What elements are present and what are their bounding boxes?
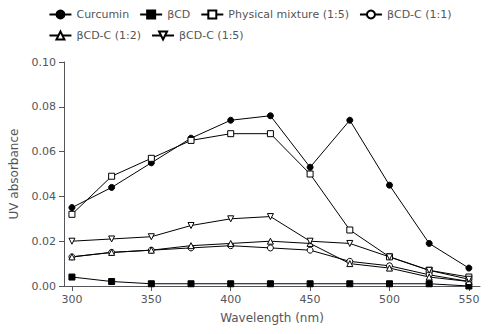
svg-text:Curcumin: Curcumin — [76, 8, 129, 21]
svg-text:450: 450 — [300, 293, 321, 306]
svg-text:300: 300 — [61, 293, 82, 306]
svg-text:Physical mixture (1:5): Physical mixture (1:5) — [228, 8, 349, 21]
svg-text:350: 350 — [141, 293, 162, 306]
svg-text:Wavelength (nm): Wavelength (nm) — [220, 311, 324, 325]
svg-text:βCD: βCD — [167, 8, 190, 21]
svg-text:βCD-C (1:5): βCD-C (1:5) — [179, 29, 244, 42]
svg-text:500: 500 — [379, 293, 400, 306]
svg-text:0.00: 0.00 — [32, 280, 57, 293]
svg-text:βCD-C (1:2): βCD-C (1:2) — [76, 29, 141, 42]
svg-text:0.04: 0.04 — [32, 190, 57, 203]
svg-text:0.02: 0.02 — [32, 235, 57, 248]
svg-text:550: 550 — [458, 293, 479, 306]
svg-text:0.08: 0.08 — [32, 100, 57, 113]
svg-text:βCD-C (1:1): βCD-C (1:1) — [387, 8, 452, 21]
svg-text:0.10: 0.10 — [32, 56, 57, 69]
svg-text:400: 400 — [220, 293, 241, 306]
svg-text:0.06: 0.06 — [32, 145, 57, 158]
svg-text:UV absorbance: UV absorbance — [7, 129, 21, 220]
